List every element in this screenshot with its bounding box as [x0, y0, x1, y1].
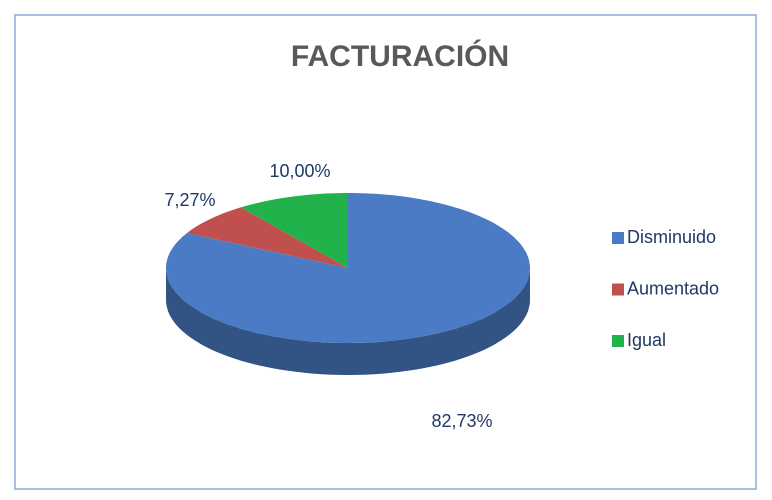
legend-swatch [612, 232, 624, 244]
pie-slice [241, 193, 348, 268]
legend-label: Disminuido [627, 227, 716, 247]
chart-title: FACTURACIÓN [291, 39, 509, 73]
legend-label: Igual [627, 330, 666, 350]
data-label: 7,27% [164, 190, 215, 210]
legend-label: Aumentado [627, 278, 719, 298]
data-label: 10,00% [269, 161, 330, 181]
legend-swatch [612, 335, 624, 347]
pie-slice [187, 207, 348, 268]
data-label: 82,73% [431, 411, 492, 431]
legend-swatch [612, 283, 624, 296]
pie-side [166, 268, 530, 375]
